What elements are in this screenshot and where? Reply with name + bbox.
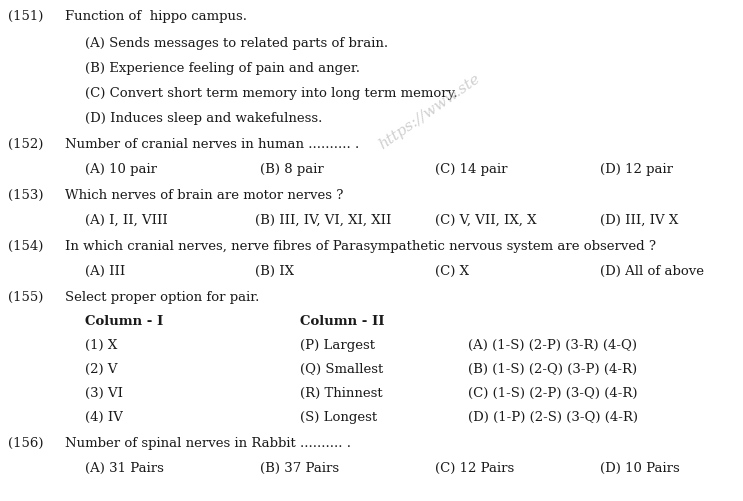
- Text: (153): (153): [8, 188, 44, 201]
- Text: (156): (156): [8, 436, 44, 449]
- Text: (A) I, II, VIII: (A) I, II, VIII: [85, 213, 168, 226]
- Text: (C) V, VII, IX, X: (C) V, VII, IX, X: [435, 213, 536, 226]
- Text: (154): (154): [8, 239, 43, 253]
- Text: (B) Experience feeling of pain and anger.: (B) Experience feeling of pain and anger…: [85, 62, 360, 75]
- Text: (D) (1-P) (2-S) (3-Q) (4-R): (D) (1-P) (2-S) (3-Q) (4-R): [468, 410, 638, 423]
- Text: (S) Longest: (S) Longest: [300, 410, 377, 423]
- Text: (R) Thinnest: (R) Thinnest: [300, 386, 383, 399]
- Text: (Q) Smallest: (Q) Smallest: [300, 362, 383, 375]
- Text: (4) IV: (4) IV: [85, 410, 123, 423]
- Text: https://www.ste: https://www.ste: [377, 72, 483, 152]
- Text: (3) VI: (3) VI: [85, 386, 123, 399]
- Text: (C) 14 pair: (C) 14 pair: [435, 163, 507, 176]
- Text: (B) III, IV, VI, XI, XII: (B) III, IV, VI, XI, XII: [255, 213, 392, 226]
- Text: (A) III: (A) III: [85, 265, 126, 278]
- Text: Number of spinal nerves in Rabbit .......... .: Number of spinal nerves in Rabbit ......…: [65, 436, 351, 449]
- Text: (A) 10 pair: (A) 10 pair: [85, 163, 157, 176]
- Text: (B) 37 Pairs: (B) 37 Pairs: [260, 461, 339, 474]
- Text: (1) X: (1) X: [85, 338, 117, 351]
- Text: Column - II: Column - II: [300, 314, 384, 327]
- Text: (B) (1-S) (2-Q) (3-P) (4-R): (B) (1-S) (2-Q) (3-P) (4-R): [468, 362, 637, 375]
- Text: (D) Induces sleep and wakefulness.: (D) Induces sleep and wakefulness.: [85, 112, 322, 125]
- Text: (A) 31 Pairs: (A) 31 Pairs: [85, 461, 164, 474]
- Text: (D) III, IV X: (D) III, IV X: [600, 213, 678, 226]
- Text: In which cranial nerves, nerve fibres of Parasympathetic nervous system are obse: In which cranial nerves, nerve fibres of…: [65, 239, 656, 253]
- Text: Number of cranial nerves in human .......... .: Number of cranial nerves in human ......…: [65, 138, 360, 151]
- Text: (151): (151): [8, 10, 43, 23]
- Text: (D) All of above: (D) All of above: [600, 265, 704, 278]
- Text: (A) Sends messages to related parts of brain.: (A) Sends messages to related parts of b…: [85, 37, 388, 50]
- Text: (2) V: (2) V: [85, 362, 117, 375]
- Text: Which nerves of brain are motor nerves ?: Which nerves of brain are motor nerves ?: [65, 188, 343, 201]
- Text: (C) Convert short term memory into long term memory.: (C) Convert short term memory into long …: [85, 87, 458, 100]
- Text: (155): (155): [8, 291, 43, 304]
- Text: (B) 8 pair: (B) 8 pair: [260, 163, 324, 176]
- Text: (A) (1-S) (2-P) (3-R) (4-Q): (A) (1-S) (2-P) (3-R) (4-Q): [468, 338, 637, 351]
- Text: Function of  hippo campus.: Function of hippo campus.: [65, 10, 247, 23]
- Text: (D) 10 Pairs: (D) 10 Pairs: [600, 461, 680, 474]
- Text: Select proper option for pair.: Select proper option for pair.: [65, 291, 259, 304]
- Text: Column - I: Column - I: [85, 314, 163, 327]
- Text: (C) (1-S) (2-P) (3-Q) (4-R): (C) (1-S) (2-P) (3-Q) (4-R): [468, 386, 637, 399]
- Text: (D) 12 pair: (D) 12 pair: [600, 163, 673, 176]
- Text: (C) 12 Pairs: (C) 12 Pairs: [435, 461, 514, 474]
- Text: (P) Largest: (P) Largest: [300, 338, 375, 351]
- Text: (152): (152): [8, 138, 43, 151]
- Text: (B) IX: (B) IX: [255, 265, 294, 278]
- Text: (C) X: (C) X: [435, 265, 469, 278]
